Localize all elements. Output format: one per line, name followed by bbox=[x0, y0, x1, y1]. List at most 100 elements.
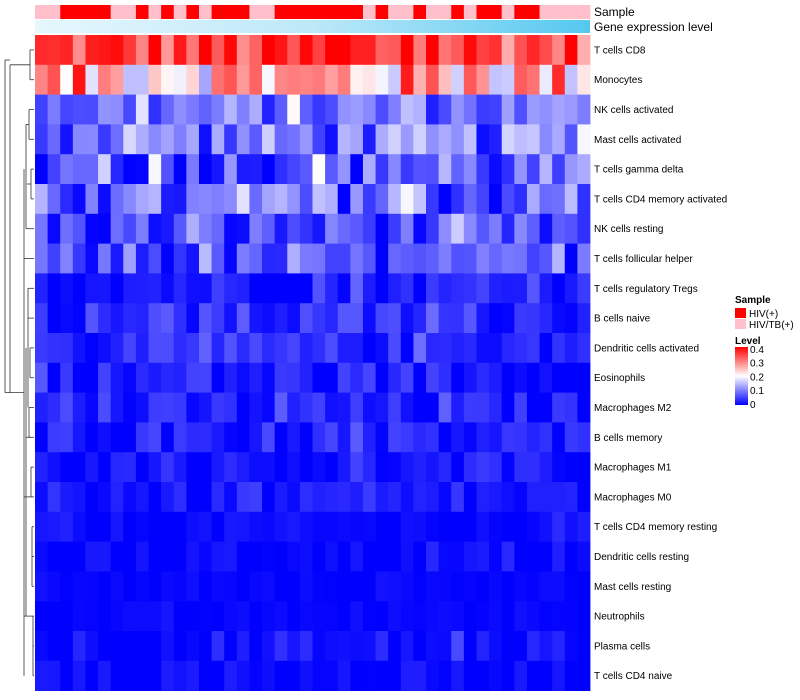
heatmap-cell bbox=[375, 154, 389, 185]
heatmap-cell bbox=[72, 273, 86, 304]
heatmap-cell bbox=[35, 243, 49, 274]
heatmap-cell bbox=[123, 571, 137, 602]
heatmap-cell bbox=[224, 184, 238, 215]
heatmap-cell bbox=[350, 64, 364, 95]
heatmap-cell bbox=[274, 362, 288, 393]
heatmap-cell bbox=[299, 452, 313, 483]
heatmap-cell bbox=[135, 213, 149, 244]
heatmap-cell bbox=[224, 392, 238, 423]
heatmap-cell bbox=[123, 124, 137, 155]
heatmap-cell bbox=[400, 243, 414, 274]
heatmap-cell bbox=[186, 94, 200, 125]
heatmap-cell bbox=[287, 631, 301, 662]
heatmap-cell bbox=[287, 452, 301, 483]
heatmap-cell bbox=[489, 333, 503, 364]
heatmap-cell bbox=[47, 631, 61, 662]
heatmap-cell bbox=[249, 601, 263, 632]
heatmap-cell bbox=[451, 660, 465, 691]
heatmap-cell bbox=[249, 541, 263, 572]
heatmap-cell bbox=[236, 392, 250, 423]
heatmap-cell bbox=[186, 362, 200, 393]
heatmap-cell bbox=[262, 213, 276, 244]
heatmap-cell bbox=[400, 213, 414, 244]
heatmap-cell bbox=[514, 124, 528, 155]
heatmap-cell bbox=[312, 35, 326, 66]
heatmap-cell bbox=[98, 392, 112, 423]
heatmap-cell bbox=[577, 422, 591, 453]
heatmap-cell bbox=[98, 94, 112, 125]
heatmap-cell bbox=[526, 303, 540, 334]
heatmap-cell bbox=[47, 362, 61, 393]
heatmap-cell bbox=[577, 64, 591, 95]
heatmap-cell bbox=[85, 333, 99, 364]
heatmap-cell bbox=[388, 213, 402, 244]
sample-annotation-cell bbox=[186, 5, 200, 19]
heatmap-cell bbox=[186, 601, 200, 632]
heatmap-cell bbox=[350, 422, 364, 453]
heatmap-cell bbox=[539, 184, 553, 215]
heatmap-cell bbox=[135, 601, 149, 632]
heatmap-cell bbox=[299, 333, 313, 364]
heatmap-cell bbox=[60, 541, 74, 572]
heatmap-cell bbox=[287, 601, 301, 632]
heatmap-cell bbox=[375, 243, 389, 274]
heatmap-cell bbox=[337, 64, 351, 95]
heatmap-cell bbox=[98, 35, 112, 66]
heatmap-cell bbox=[552, 660, 566, 691]
heatmap-cell bbox=[463, 154, 477, 185]
heatmap-cell bbox=[451, 631, 465, 662]
heatmap-cell bbox=[564, 35, 578, 66]
row-label: Macrophages M0 bbox=[594, 492, 672, 503]
heatmap-cell bbox=[35, 362, 49, 393]
heatmap-cell bbox=[413, 243, 427, 274]
heatmap-cell bbox=[224, 452, 238, 483]
heatmap-cell bbox=[274, 660, 288, 691]
heatmap-cell bbox=[148, 333, 162, 364]
heatmap-cell bbox=[287, 184, 301, 215]
heatmap-cell bbox=[47, 511, 61, 542]
sample-annotation-cell bbox=[350, 5, 364, 19]
heatmap-cell bbox=[564, 422, 578, 453]
heatmap-cell bbox=[161, 541, 175, 572]
heatmap-cell bbox=[224, 303, 238, 334]
heatmap-cell bbox=[312, 124, 326, 155]
heatmap-cell bbox=[287, 482, 301, 513]
heatmap-cell bbox=[198, 631, 212, 662]
heatmap-cell bbox=[299, 64, 313, 95]
heatmap-cell bbox=[262, 392, 276, 423]
sample-annotation-cell bbox=[552, 5, 566, 19]
heatmap-cell bbox=[337, 273, 351, 304]
heatmap-cell bbox=[388, 35, 402, 66]
heatmap-cell bbox=[325, 392, 339, 423]
heatmap-cell bbox=[274, 571, 288, 602]
heatmap-cell bbox=[564, 303, 578, 334]
heatmap-cell bbox=[274, 184, 288, 215]
heatmap-cell bbox=[451, 362, 465, 393]
heatmap-cell bbox=[463, 94, 477, 125]
heatmap-cell bbox=[564, 660, 578, 691]
heatmap-cell bbox=[110, 94, 124, 125]
sample-annotation-cell bbox=[35, 5, 49, 19]
heatmap-cell bbox=[501, 64, 515, 95]
heatmap-cell bbox=[148, 154, 162, 185]
heatmap-cell bbox=[198, 422, 212, 453]
heatmap-cell bbox=[362, 154, 376, 185]
heatmap-cell bbox=[148, 660, 162, 691]
heatmap-cell bbox=[350, 333, 364, 364]
heatmap-cell bbox=[274, 541, 288, 572]
heatmap-cell bbox=[186, 631, 200, 662]
row-label: Eosinophils bbox=[594, 373, 645, 384]
heatmap-cell bbox=[539, 422, 553, 453]
heatmap-cell bbox=[173, 94, 187, 125]
heatmap-cell bbox=[287, 422, 301, 453]
heatmap-cell bbox=[388, 422, 402, 453]
heatmap-cell bbox=[60, 273, 74, 304]
heatmap-cell bbox=[173, 124, 187, 155]
heatmap-cell bbox=[98, 154, 112, 185]
heatmap-cell bbox=[135, 631, 149, 662]
heatmap-cell bbox=[148, 482, 162, 513]
heatmap-cell bbox=[451, 482, 465, 513]
heatmap-cell bbox=[325, 303, 339, 334]
heatmap-cell bbox=[211, 571, 225, 602]
heatmap-cell bbox=[489, 362, 503, 393]
